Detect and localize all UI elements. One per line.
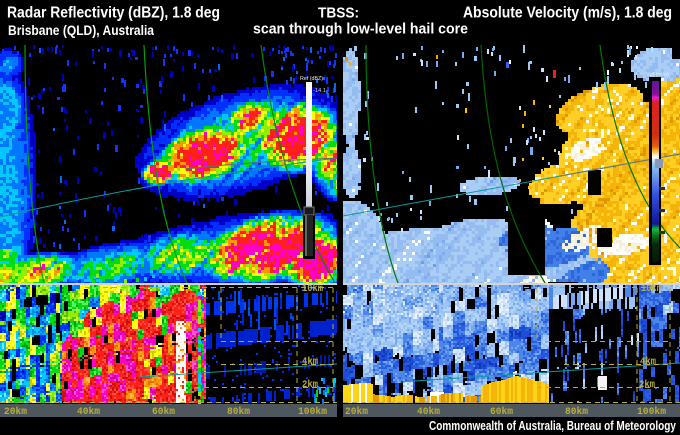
- svg-text:80km: 80km: [227, 406, 250, 418]
- svg-text:2km: 2km: [639, 379, 655, 391]
- svg-text:4km: 4km: [302, 356, 318, 368]
- svg-text:10km: 10km: [302, 283, 323, 295]
- svg-text:10km: 10km: [641, 283, 662, 295]
- svg-text:20km: 20km: [345, 406, 368, 418]
- svg-text:Brisbane (QLD), Australia: Brisbane (QLD), Australia: [8, 23, 154, 38]
- svg-text:80km: 80km: [565, 406, 588, 418]
- svg-text:Vel (m/s): Vel (m/s): [646, 72, 669, 78]
- svg-text:-14.1: -14.1: [313, 88, 326, 94]
- svg-text:60km: 60km: [490, 406, 513, 418]
- svg-text:4km: 4km: [640, 356, 656, 368]
- svg-text:Commonwealth of Australia, Bur: Commonwealth of Australia, Bureau of Met…: [429, 419, 676, 433]
- svg-text:20km: 20km: [4, 406, 27, 418]
- svg-text:2km: 2km: [302, 379, 318, 391]
- svg-text:100km: 100km: [298, 406, 327, 418]
- svg-text:Absolute Velocity (m/s), 1.8 d: Absolute Velocity (m/s), 1.8 deg: [463, 5, 672, 22]
- svg-text:Radar Reflectivity (dBZ), 1.8: Radar Reflectivity (dBZ), 1.8 deg: [7, 5, 220, 22]
- svg-text:40km: 40km: [417, 406, 440, 418]
- svg-text:60km: 60km: [152, 406, 175, 418]
- svg-text:100km: 100km: [637, 406, 666, 418]
- svg-text:TBSS:: TBSS:: [318, 5, 359, 22]
- svg-text:scan through low-level hail co: scan through low-level hail core: [253, 21, 468, 38]
- svg-text:40km: 40km: [77, 406, 100, 418]
- svg-text:Ref (dBZ): Ref (dBZ): [300, 76, 323, 82]
